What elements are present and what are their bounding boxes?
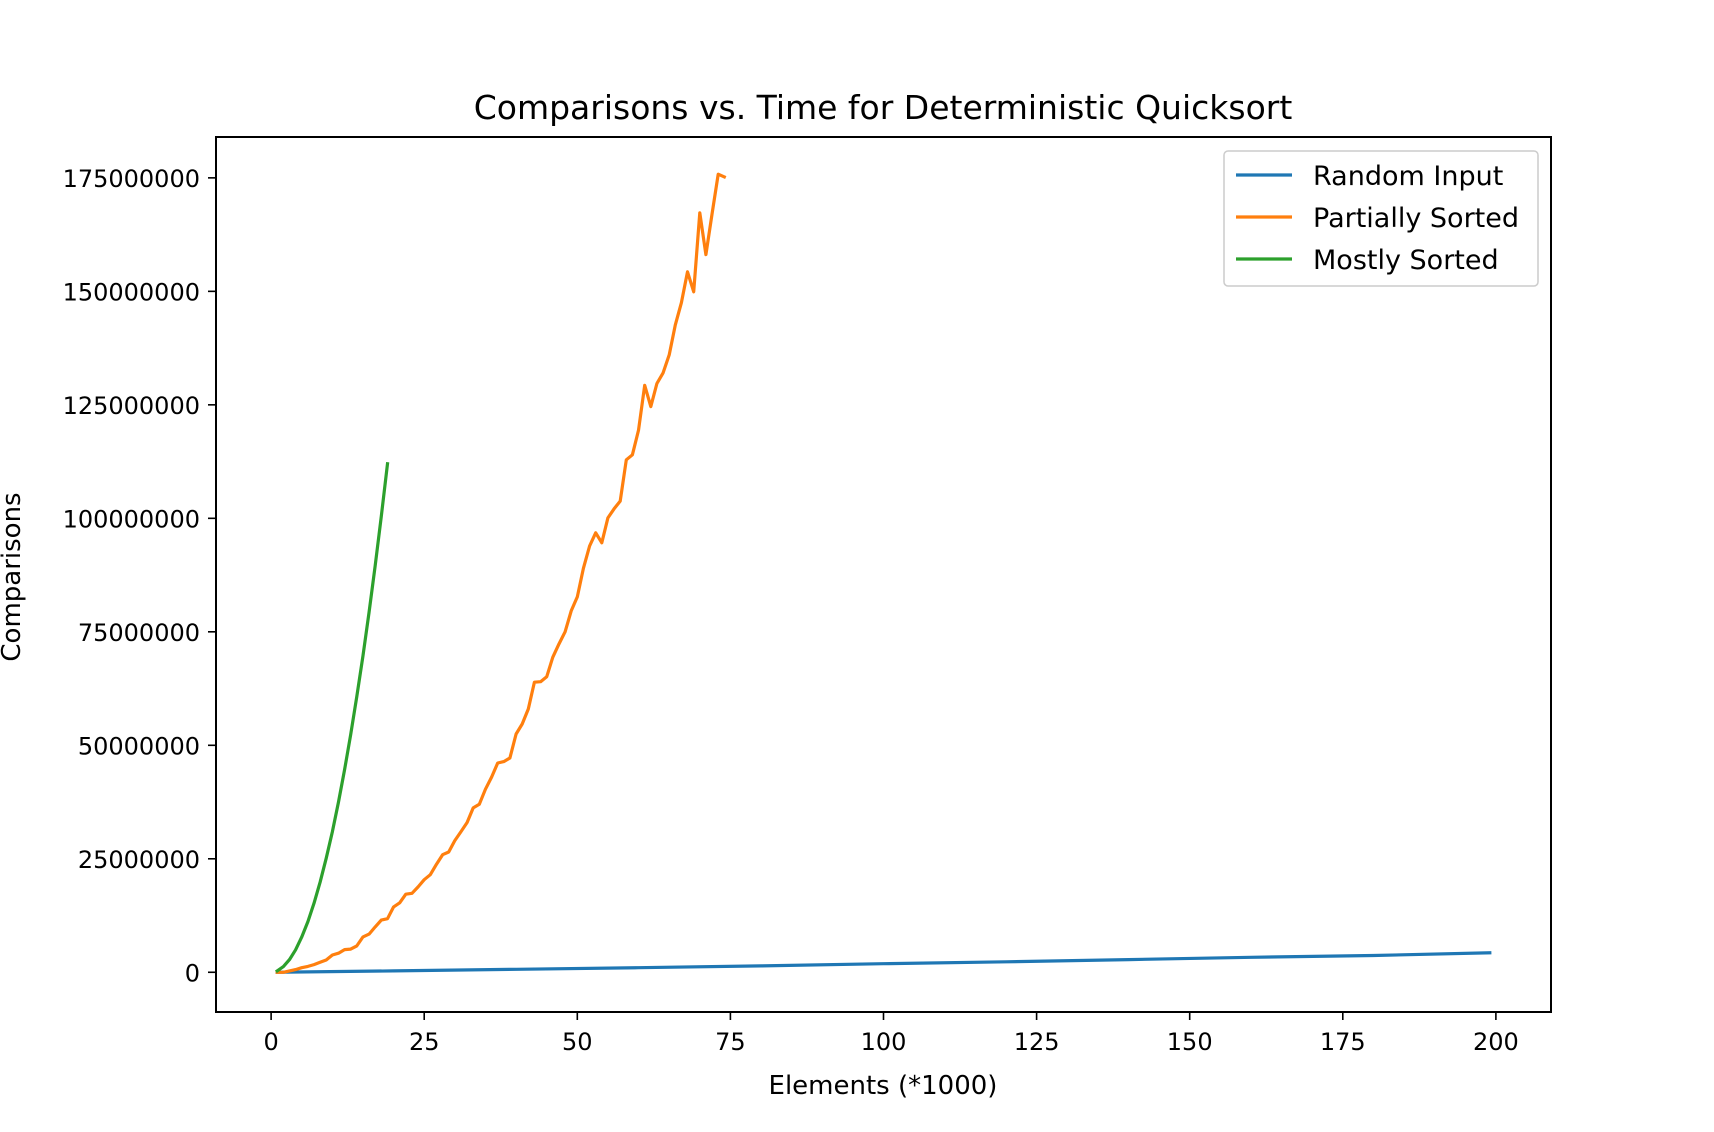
legend: Random Input Partially Sorted Mostly Sorte… (1223, 150, 1539, 287)
y-tick-label: 150000000 (63, 278, 200, 306)
y-tick-label: 100000000 (63, 505, 200, 533)
y-tick-label: 50000000 (78, 732, 200, 760)
chart-title: Comparisons vs. Time for Deterministic Q… (474, 88, 1293, 127)
series-line-random-input (275, 951, 1492, 974)
legend-label-mostly-sorted: Mostly Sorted (1313, 245, 1499, 276)
x-axis-label: Elements (*1000) (769, 1071, 998, 1101)
x-tick-label: 100 (861, 1028, 907, 1056)
y-tick-label: 0 (185, 959, 200, 987)
series-line-partially-sorted (275, 172, 727, 974)
x-tick-label: 125 (1014, 1028, 1060, 1056)
x-tick-label: 175 (1320, 1028, 1366, 1056)
series-layer (274, 172, 1492, 974)
x-tick-label: 0 (263, 1028, 278, 1056)
x-tick-label: 75 (715, 1028, 746, 1056)
x-tick-label: 25 (409, 1028, 440, 1056)
y-tick-label: 25000000 (78, 846, 200, 874)
y-axis-label: Comparisons (0, 492, 27, 661)
x-tick-label: 200 (1473, 1028, 1519, 1056)
y-tick-label: 75000000 (78, 619, 200, 647)
y-tick-label: 175000000 (63, 165, 200, 193)
y-tick-label: 125000000 (63, 392, 200, 420)
legend-label-random-input: Random Input (1313, 161, 1503, 192)
x-tick-label: 50 (562, 1028, 593, 1056)
x-tick-label: 150 (1167, 1028, 1213, 1056)
x-axis: 0 25 50 75 100 125 150 175 200 (263, 1012, 1519, 1056)
series-line-mostly-sorted (274, 462, 390, 974)
legend-label-partially-sorted: Partially Sorted (1313, 203, 1519, 234)
legend-box (1223, 150, 1539, 287)
y-axis: 0 25000000 50000000 75000000 100000000 125000… (63, 165, 216, 987)
